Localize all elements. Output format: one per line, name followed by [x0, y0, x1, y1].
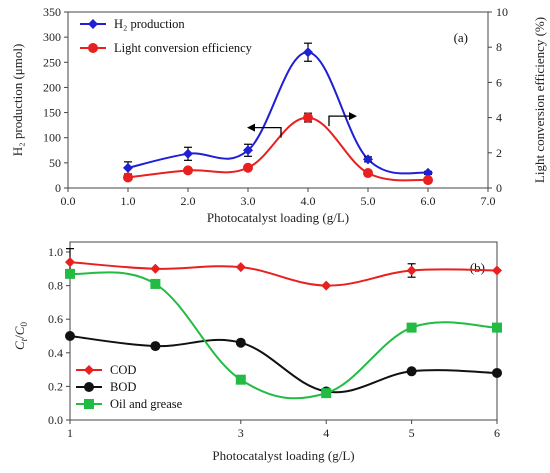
series-line: [127, 116, 429, 182]
data-point: [65, 331, 75, 341]
x-tick-label: 4.0: [301, 194, 316, 208]
x-tick-label: 4: [323, 426, 329, 440]
y-left-tick-label: 150: [43, 106, 61, 120]
y-left-tick-label: 300: [43, 30, 61, 44]
x-axis-label: Photocatalyst loading (g/L): [212, 448, 354, 463]
data-point: [65, 268, 75, 279]
data-point: [183, 148, 193, 159]
arrow-to-left-axis: [253, 127, 282, 138]
y-axis-label: Ct/C0: [12, 322, 29, 350]
y-tick-label: 1.0: [48, 245, 63, 259]
x-tick-label: 6.0: [421, 194, 436, 208]
legend-swatch-marker: [84, 365, 94, 375]
series-line: [69, 335, 498, 394]
series-line: [69, 261, 498, 287]
arrow-head: [247, 123, 255, 132]
y-left-tick-label: 200: [43, 80, 61, 94]
legend-swatch-marker: [88, 19, 98, 29]
data-point: [363, 154, 373, 165]
y-axis-label-part: /: [12, 335, 27, 339]
x-tick-label: 2.0: [181, 194, 196, 208]
data-point: [243, 162, 253, 173]
x-axis-label: Photocatalyst loading (g/L): [207, 210, 349, 225]
legend-label: COD: [110, 363, 136, 377]
x-tick-label: 7.0: [481, 194, 496, 208]
legend-swatch-marker: [84, 382, 94, 392]
y-left-tick-label: 350: [43, 5, 61, 19]
data-point: [183, 165, 193, 176]
y-axis-label-part: C: [12, 326, 27, 335]
y-right-axis-label: Light conversion efficiency (%): [532, 17, 547, 183]
data-point: [321, 280, 332, 291]
data-point: [150, 341, 161, 352]
legend-label: Light conversion efficiency: [114, 41, 253, 55]
data-point: [406, 366, 417, 377]
data-point: [406, 265, 417, 276]
x-tick-label: 3.0: [241, 194, 256, 208]
data-point: [423, 167, 433, 178]
plot-frame: [67, 11, 489, 189]
data-point: [65, 257, 75, 268]
data-point: [235, 374, 246, 385]
x-tick-label: 5.0: [361, 194, 376, 208]
data-point: [406, 322, 417, 333]
data-point: [243, 145, 253, 156]
y-right-tick-label: 2: [496, 146, 502, 160]
chart-panel-b: 1 3 4 5 6 0.0 0.2 0.4 0.6 0.8 1.0 Photocatalyst loa…: [12, 241, 502, 463]
y-axis-label-part: 0: [19, 322, 29, 327]
y-tick-label: 0.8: [48, 279, 63, 293]
data-point: [492, 367, 502, 378]
x-tick-label: 6: [494, 426, 500, 440]
data-point: [363, 168, 373, 179]
x-tick-label: 1.0: [121, 194, 136, 208]
y-right-tick-label: 4: [496, 111, 502, 125]
y-tick-label: 0.2: [48, 379, 63, 393]
y-right-tick-label: 10: [496, 5, 508, 19]
arrow-head: [349, 112, 357, 121]
x-tick-label: 0.0: [61, 194, 76, 208]
y-right-tick-label: 0: [496, 181, 502, 195]
x-tick-label: 5: [409, 426, 415, 440]
x-tick-label: 1: [67, 426, 73, 440]
y-left-tick-label: 250: [43, 55, 61, 69]
series-line: [127, 51, 429, 175]
data-point: [123, 162, 133, 173]
x-tick-label: 3: [238, 426, 244, 440]
y-axis-label-part: C: [12, 341, 27, 350]
legend-label: H₂ production: [114, 17, 185, 31]
panel-label: (a): [454, 30, 468, 45]
data-point: [123, 172, 133, 183]
arrow-to-right-axis: [328, 115, 351, 127]
data-point: [492, 265, 502, 276]
data-point: [303, 47, 313, 58]
y-left-tick-label: 50: [49, 156, 61, 170]
data-point: [321, 388, 332, 399]
legend-swatch-marker: [88, 43, 98, 53]
y-left-axis-label: H₂ production (μmol): [10, 44, 25, 157]
y-left-tick-label: 100: [43, 131, 61, 145]
y-tick-label: 0.0: [48, 413, 63, 427]
chart-panel-a: 0.0 1.0 2.0 3.0 4.0 5.0 6.0 7.00501001502002503…: [10, 5, 547, 225]
data-point: [235, 337, 246, 348]
data-point: [150, 263, 161, 274]
y-right-tick-label: 8: [496, 40, 502, 54]
legend-label: Oil and grease: [110, 397, 183, 411]
data-point: [492, 322, 502, 333]
legend-swatch-marker: [84, 399, 94, 409]
y-left-tick-label: 0: [55, 181, 61, 195]
legend-label: BOD: [110, 380, 136, 394]
data-point: [423, 175, 433, 186]
y-tick-label: 0.6: [48, 312, 63, 326]
panel-label: (b): [470, 260, 485, 275]
data-point: [150, 278, 161, 289]
data-point: [303, 112, 313, 123]
data-point: [235, 262, 246, 273]
y-tick-label: 0.4: [48, 346, 63, 360]
y-right-tick-label: 6: [496, 75, 502, 89]
y-axis-label-part: t: [19, 338, 29, 341]
